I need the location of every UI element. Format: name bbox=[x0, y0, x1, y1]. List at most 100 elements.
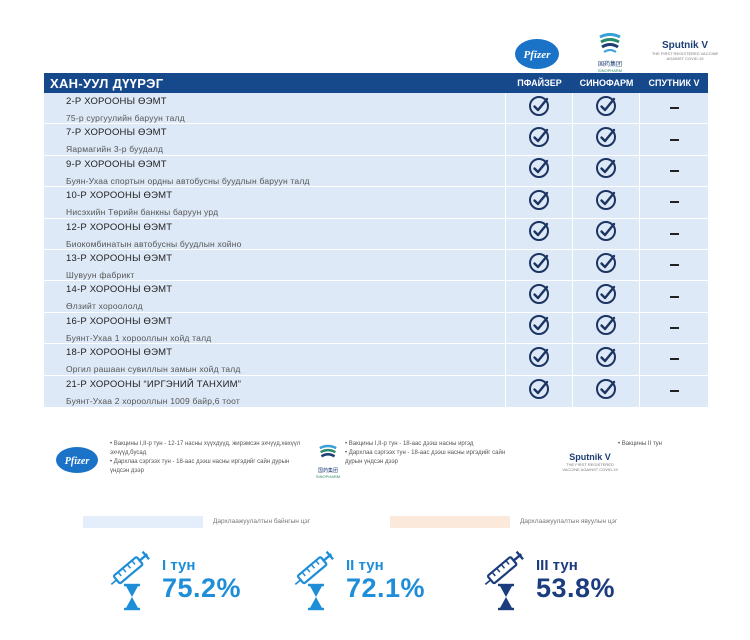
sputnik-note-line: Вакцины II тун bbox=[618, 440, 698, 449]
pfizer-note-line: Вакцины I,II-р тун - 12-17 насны хүүхдүү… bbox=[110, 440, 310, 458]
dose-coverage: I тун 75.2% II тун 72.1% III тун 53.8% bbox=[0, 545, 750, 615]
dose-1: I тун 75.2% bbox=[104, 545, 254, 615]
dash-icon bbox=[669, 232, 679, 235]
vaccine-logos: Pfizer 国药集团 SINOPHARM Sputnik V THE FIRS… bbox=[500, 30, 750, 73]
sputnik-note-logo-sub: THE FIRST REGISTERED VACCINE AGAINST COV… bbox=[562, 462, 618, 472]
legend-swatch-permanent bbox=[83, 516, 203, 528]
pfizer-note: Вакцины I,II-р тун - 12-17 насны хүүхдүү… bbox=[110, 440, 310, 476]
location-title: 14-Р ХОРООНЫ ӨЭМТ bbox=[66, 284, 173, 296]
location-cell: 18-Р ХОРООНЫ ӨЭМТ Оргил рашаан сувиллын з… bbox=[44, 344, 506, 375]
availability-cell bbox=[573, 312, 640, 344]
dose-percentage: 53.8% bbox=[536, 573, 616, 603]
legend: Дархлаажуулалтын байнгын цэг Дархлаажуул… bbox=[0, 516, 750, 530]
check-icon bbox=[595, 157, 617, 184]
sputnik-note-logo-text: Sputnik V bbox=[569, 452, 611, 462]
table-row: 12-Р ХОРООНЫ ӨЭМТ Биокомбинатын автобусны… bbox=[44, 218, 708, 250]
table-row: 21-Р ХОРООНЫ “ИРГЭНИЙ ТАНХИМ” Буянт-Ухаа … bbox=[44, 375, 708, 407]
dash-icon bbox=[669, 169, 679, 172]
dose-percentage: 72.1% bbox=[346, 573, 426, 603]
location-address: Биокомбинатын автобусны буудлын хойно bbox=[66, 238, 242, 249]
location-address: Өлзийт хороололд bbox=[66, 301, 143, 312]
check-icon bbox=[528, 220, 550, 247]
dash-icon bbox=[669, 358, 679, 361]
availability-cell bbox=[506, 218, 573, 249]
location-cell: 2-Р ХОРООНЫ ӨЭМТ 75-р сургуулийн баруун т… bbox=[44, 93, 506, 124]
availability-cell bbox=[573, 281, 640, 312]
check-icon bbox=[528, 95, 550, 122]
sputnik-logo-text: Sputnik V bbox=[661, 40, 709, 51]
dose-2: II тун 72.1% bbox=[288, 545, 438, 615]
pfizer-logo: Pfizer bbox=[514, 38, 560, 70]
table-body: 2-Р ХОРООНЫ ӨЭМТ 75-р сургуулийн баруун т… bbox=[44, 93, 708, 407]
location-cell: 16-Р ХОРООНЫ ӨЭМТ Буянт-Ухаа 1 хорооллын … bbox=[44, 312, 506, 344]
check-icon bbox=[595, 126, 617, 153]
availability-cell bbox=[506, 281, 573, 312]
availability-cell bbox=[573, 155, 640, 187]
dash-icon bbox=[669, 201, 679, 204]
location-title: 12-Р ХОРООНЫ ӨЭМТ bbox=[66, 221, 173, 233]
pfizer-logo-text: Pfizer bbox=[524, 49, 552, 61]
check-icon bbox=[595, 346, 617, 373]
availability-cell bbox=[573, 375, 640, 407]
dose-label: I тун bbox=[162, 557, 196, 574]
syringe-icon bbox=[288, 545, 344, 618]
check-icon bbox=[595, 189, 617, 216]
check-icon bbox=[595, 314, 617, 341]
availability-cell bbox=[573, 218, 640, 249]
dose-label: II тун bbox=[346, 557, 384, 574]
district-title: ХАН-УУЛ ДҮҮРЭГ bbox=[50, 75, 164, 91]
location-cell: 14-Р ХОРООНЫ ӨЭМТ Өлзийт хороололд bbox=[44, 281, 506, 312]
check-icon bbox=[595, 220, 617, 247]
availability-cell bbox=[506, 155, 573, 187]
vaccination-points-table: ХАН-УУЛ ДҮҮРЭГ ПФАЙЗЕР СИНОФАРМ СПУТНИК … bbox=[44, 73, 708, 407]
table-row: 2-Р ХОРООНЫ ӨЭМТ 75-р сургуулийн баруун т… bbox=[44, 93, 708, 125]
location-title: 7-Р ХОРООНЫ ӨЭМТ bbox=[66, 127, 167, 139]
availability-cell bbox=[506, 312, 573, 344]
sinopharm-note-line: Вакцины I,II-р тун - 18-аас дээш насны и… bbox=[345, 440, 515, 449]
dash-icon bbox=[669, 390, 679, 393]
availability-cell bbox=[573, 344, 640, 375]
availability-cell bbox=[640, 281, 708, 311]
availability-cell bbox=[640, 93, 708, 123]
location-cell: 21-Р ХОРООНЫ “ИРГЭНИЙ ТАНХИМ” Буянт-Ухаа … bbox=[44, 375, 506, 407]
location-title: 13-Р ХОРООНЫ ӨЭМТ bbox=[66, 252, 173, 264]
syringe-icon bbox=[104, 545, 160, 618]
check-icon bbox=[595, 283, 617, 310]
location-cell: 9-Р ХОРООНЫ ӨЭМТ Буян-Ухаа спортын ордны … bbox=[44, 155, 506, 187]
location-address: Яармагийн 3-р буудалд bbox=[66, 144, 164, 155]
sinopharm-note-line: Дархлаа сэргээх тун - 18-аас дээш насны … bbox=[345, 449, 515, 467]
location-title: 21-Р ХОРООНЫ “ИРГЭНИЙ ТАНХИМ” bbox=[66, 378, 242, 390]
sputnik-note: Вакцины II тун bbox=[618, 440, 698, 449]
availability-cell bbox=[640, 124, 708, 154]
location-address: Буянт-Ухаа 2 хорооллын 1009 байр,6 тоот bbox=[66, 395, 240, 406]
sinopharm-note-en: SINOPHARM bbox=[315, 474, 341, 479]
column-header-pfizer: ПФАЙЗЕР bbox=[517, 78, 562, 88]
pfizer-note-logo-text: Pfizer bbox=[65, 456, 90, 467]
legend-swatch-mobile bbox=[390, 516, 510, 528]
location-cell: 12-Р ХОРООНЫ ӨЭМТ Биокомбинатын автобусны… bbox=[44, 218, 506, 249]
syringe-icon bbox=[478, 545, 534, 618]
availability-cell bbox=[640, 313, 708, 343]
availability-cell bbox=[506, 187, 573, 218]
location-title: 10-Р ХОРООНЫ ӨЭМТ bbox=[66, 190, 173, 202]
sinopharm-en-text: SINOPHARM bbox=[597, 68, 623, 73]
legend-label-mobile: Дархлаажуулалтын явуулын цэг bbox=[520, 518, 618, 525]
availability-cell bbox=[640, 219, 708, 249]
location-title: 2-Р ХОРООНЫ ӨЭМТ bbox=[66, 96, 167, 107]
sputnik-note-logo: Sputnik V THE FIRST REGISTERED VACCINE A… bbox=[560, 452, 620, 472]
availability-cell bbox=[640, 156, 708, 186]
sputnik-logo: Sputnik V THE FIRST REGISTERED VACCINE A… bbox=[650, 40, 720, 61]
legend-label-permanent: Дархлаажуулалтын байнгын цэг bbox=[213, 518, 311, 525]
sputnik-logo-sub: THE FIRST REGISTERED VACCINE AGAINST COV… bbox=[651, 51, 719, 61]
availability-cell bbox=[573, 187, 640, 218]
check-icon bbox=[528, 252, 550, 279]
table-row: 9-Р ХОРООНЫ ӨЭМТ Буян-Ухаа спортын ордны … bbox=[44, 155, 708, 188]
availability-cell bbox=[506, 249, 573, 281]
table-row: 16-Р ХОРООНЫ ӨЭМТ Буянт-Ухаа 1 хорооллын … bbox=[44, 312, 708, 345]
location-address: Нисэхийн Төрийн банкны баруун урд bbox=[66, 207, 219, 218]
check-icon bbox=[528, 283, 550, 310]
availability-cell bbox=[573, 249, 640, 281]
availability-cell bbox=[506, 344, 573, 375]
location-title: 9-Р ХОРООНЫ ӨЭМТ bbox=[66, 158, 167, 170]
availability-cell bbox=[573, 93, 640, 124]
